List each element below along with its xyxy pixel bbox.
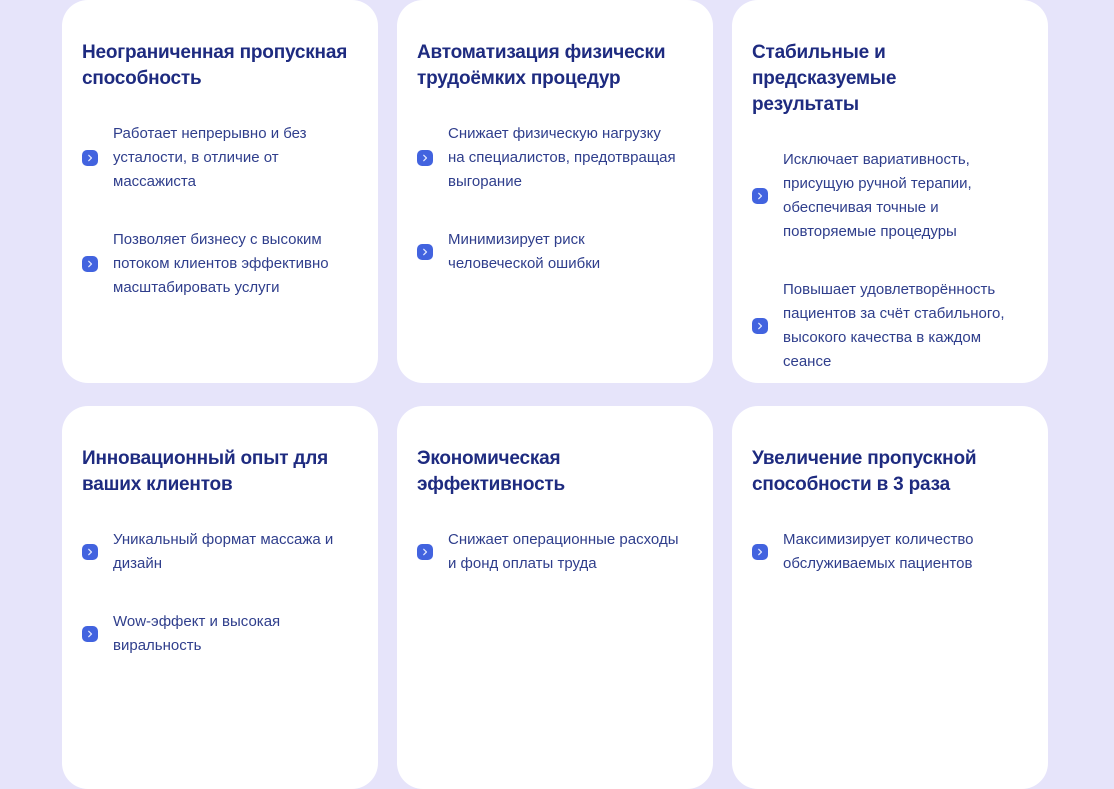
card-title: Экономическая эффективность (417, 448, 566, 495)
list-item: Максимизирует количество обслуживаемых п… (752, 528, 1028, 576)
benefit-card-innovative-experience: Инновационный опыт для ваших клиентов Ун… (62, 406, 378, 789)
benefit-card-automation: Автоматизация физически трудоёмких проце… (397, 0, 713, 383)
bullet-text: Снижает операционные расходы и фонд опла… (448, 531, 679, 572)
bullet-text: Снижает физическую нагрузку на специалис… (448, 125, 676, 190)
benefit-card-throughput-x3: Увеличение пропускной способности в 3 ра… (732, 406, 1048, 789)
card-title: Инновационный опыт для ваших клиентов (82, 448, 329, 495)
bullet-list: Максимизирует количество обслуживаемых п… (752, 528, 1028, 576)
list-item: Исключает вариативность, присущую ручной… (752, 148, 1028, 244)
chevron-right-icon (752, 544, 768, 560)
benefit-card-stable-results: Стабильные и предсказуемые результаты Ис… (732, 0, 1048, 383)
chevron-right-icon (417, 150, 433, 166)
bullet-list: Работает непрерывно и без усталости, в о… (82, 122, 358, 300)
list-item: Повышает удовлетворённость пациентов за … (752, 278, 1028, 374)
card-title: Стабильные и предсказуемые результаты (752, 42, 897, 115)
bullet-text: Позволяет бизнесу с высоким потоком клие… (113, 231, 329, 296)
bullet-text: Максимизирует количество обслуживаемых п… (783, 531, 974, 572)
list-item: Работает непрерывно и без усталости, в о… (82, 122, 358, 194)
list-item: Минимизирует риск человеческой ошибки (417, 228, 693, 276)
list-item: Снижает операционные расходы и фонд опла… (417, 528, 693, 576)
bullet-text: Исключает вариативность, присущую ручной… (783, 151, 972, 240)
card-title: Неограниченная пропускная способность (82, 42, 348, 89)
benefit-card-unlimited-capacity: Неограниченная пропускная способность Ра… (62, 0, 378, 383)
bullet-list: Исключает вариативность, присущую ручной… (752, 148, 1028, 374)
bullet-text: Минимизирует риск человеческой ошибки (448, 231, 601, 272)
list-item: Уникальный формат массажа и дизайн (82, 528, 358, 576)
bullet-text: Повышает удовлетворённость пациентов за … (783, 281, 1005, 370)
benefit-card-economic-efficiency: Экономическая эффективность Снижает опер… (397, 406, 713, 789)
chevron-right-icon (752, 318, 768, 334)
list-item: Снижает физическую нагрузку на специалис… (417, 122, 693, 194)
bullet-text: Wow-эффект и высокая виральность (113, 613, 281, 654)
bullet-text: Работает непрерывно и без усталости, в о… (113, 125, 307, 190)
list-item: Позволяет бизнесу с высоким потоком клие… (82, 228, 358, 300)
chevron-right-icon (82, 256, 98, 272)
bullet-list: Снижает физическую нагрузку на специалис… (417, 122, 693, 276)
chevron-right-icon (82, 150, 98, 166)
chevron-right-icon (417, 544, 433, 560)
list-item: Wow-эффект и высокая виральность (82, 610, 358, 658)
bullet-text: Уникальный формат массажа и дизайн (113, 531, 334, 572)
card-title: Автоматизация физически трудоёмких проце… (417, 42, 666, 89)
bullet-list: Снижает операционные расходы и фонд опла… (417, 528, 693, 576)
bullet-list: Уникальный формат массажа и дизайн Wow-э… (82, 528, 358, 658)
chevron-right-icon (417, 244, 433, 260)
chevron-right-icon (82, 544, 98, 560)
chevron-right-icon (752, 188, 768, 204)
chevron-right-icon (82, 626, 98, 642)
card-title: Увеличение пропускной способности в 3 ра… (752, 448, 977, 495)
